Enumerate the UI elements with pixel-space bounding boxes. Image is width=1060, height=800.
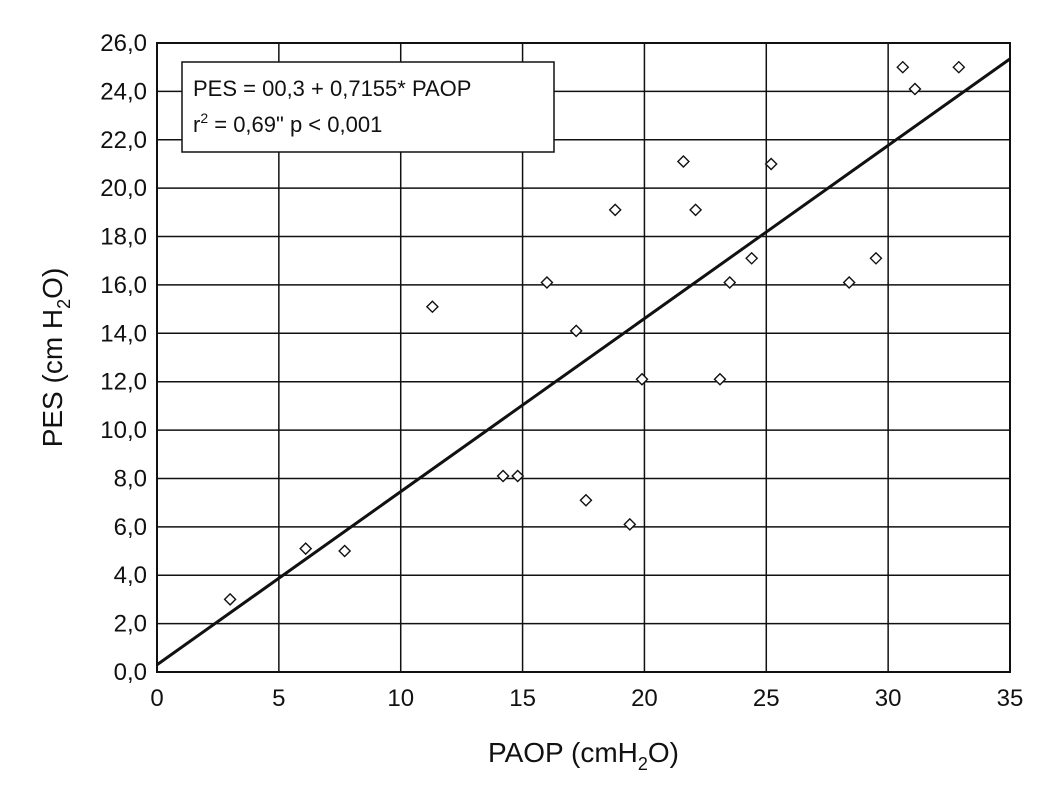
data-point (540, 276, 554, 289)
x-tick-label: 20 (631, 685, 658, 712)
data-point (713, 372, 727, 386)
y-axis-title-subscript: 2 (54, 299, 74, 309)
data-point (842, 276, 856, 289)
y-axis-title: PES (cm H2O) (37, 268, 74, 448)
equation-box: PES = 00,3 + 0,7155* PAOP r2 = 0,69" p <… (181, 61, 555, 153)
regression-line-group (156, 57, 1011, 666)
data-point (908, 82, 922, 96)
y-tick-label: 14,0 (100, 320, 147, 347)
r-symbol: r (193, 112, 200, 137)
y-tick-label: 20,0 (100, 175, 147, 202)
data-point (952, 60, 966, 74)
y-tick-label: 10,0 (100, 417, 147, 444)
data-point (608, 203, 622, 217)
r-squared-value: = 0,69" p < 0,001 (208, 112, 382, 137)
data-point (511, 469, 525, 483)
y-tick-label: 18,0 (100, 224, 147, 251)
data-point (338, 544, 352, 558)
y-tick-label: 6,0 (114, 514, 147, 541)
data-point (299, 542, 313, 556)
data-point (425, 300, 439, 314)
equation-line-1: PES = 00,3 + 0,7155* PAOP (193, 76, 471, 101)
y-tick-label: 12,0 (100, 369, 147, 396)
y-axis-title-main: PES (cm H (37, 309, 68, 447)
y-tick-label: 8,0 (114, 465, 147, 492)
y-tick-label: 22,0 (100, 127, 147, 154)
x-axis-title-subscript: 2 (638, 754, 648, 774)
y-axis-title-end: O) (37, 268, 68, 299)
data-point (745, 251, 759, 265)
y-tick-label: 0,0 (114, 659, 147, 686)
regression-line (156, 57, 1011, 666)
x-tick-label: 15 (509, 685, 536, 712)
data-point (869, 251, 883, 265)
x-tick-label: 5 (272, 685, 285, 712)
y-tick-label: 4,0 (114, 562, 147, 589)
r-squared-superscript: 2 (200, 110, 208, 126)
data-points (223, 60, 966, 606)
data-point (569, 324, 583, 338)
y-tick-label: 2,0 (114, 611, 147, 638)
data-point (689, 203, 703, 217)
equation-box-frame (181, 61, 555, 153)
x-tick-label: 35 (997, 685, 1024, 712)
data-point (676, 155, 690, 169)
y-tick-label: 16,0 (100, 272, 147, 299)
equation-line-2: r2 = 0,69" p < 0,001 (193, 110, 382, 137)
x-axis-title: PAOP (cmH2O) (488, 737, 679, 774)
x-tick-label: 25 (753, 685, 780, 712)
data-point (223, 592, 237, 606)
x-tick-label: 0 (150, 685, 163, 712)
data-point (764, 157, 778, 171)
x-tick-label: 30 (875, 685, 902, 712)
data-point (896, 60, 910, 74)
x-axis-title-end: O) (648, 737, 679, 768)
data-point (623, 517, 637, 531)
x-axis-title-main: PAOP (cmH (488, 737, 638, 768)
data-point (579, 493, 593, 507)
data-point (635, 372, 649, 386)
x-tick-label: 10 (387, 685, 414, 712)
plot-frame (156, 42, 1011, 673)
y-tick-label: 24,0 (100, 78, 147, 105)
data-point (496, 469, 510, 483)
data-point (723, 276, 737, 289)
y-tick-label: 26,0 (100, 30, 147, 57)
tick-labels: 0 5 10 15 20 25 30 35 0,0 2,0 4,0 6,0 8,0 10,0 12,0 14,… (100, 30, 1023, 712)
